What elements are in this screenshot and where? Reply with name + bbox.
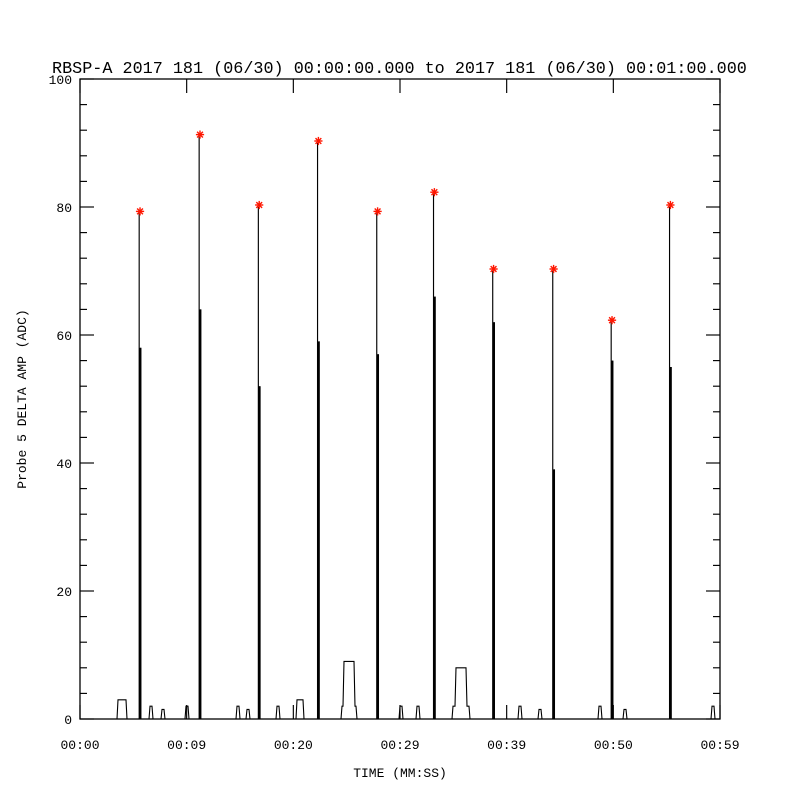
svg-text:80: 80 (56, 201, 72, 216)
svg-text:00:50: 00:50 (594, 738, 633, 753)
svg-text:00:59: 00:59 (700, 738, 739, 753)
svg-text:40: 40 (56, 457, 72, 472)
svg-text:20: 20 (56, 585, 72, 600)
svg-text:00:39: 00:39 (487, 738, 526, 753)
svg-text:RBSP-A 2017 181 (06/30) 00:00:: RBSP-A 2017 181 (06/30) 00:00:00.000 to … (52, 60, 747, 79)
svg-text:00:09: 00:09 (167, 738, 206, 753)
svg-text:00:20: 00:20 (274, 738, 313, 753)
svg-text:00:29: 00:29 (380, 738, 419, 753)
svg-text:TIME (MM:SS): TIME (MM:SS) (353, 766, 447, 781)
svg-text:0: 0 (64, 713, 72, 728)
svg-text:00:00: 00:00 (60, 738, 99, 753)
svg-text:Probe 5 DELTA AMP (ADC): Probe 5 DELTA AMP (ADC) (15, 309, 30, 488)
svg-text:60: 60 (56, 329, 72, 344)
